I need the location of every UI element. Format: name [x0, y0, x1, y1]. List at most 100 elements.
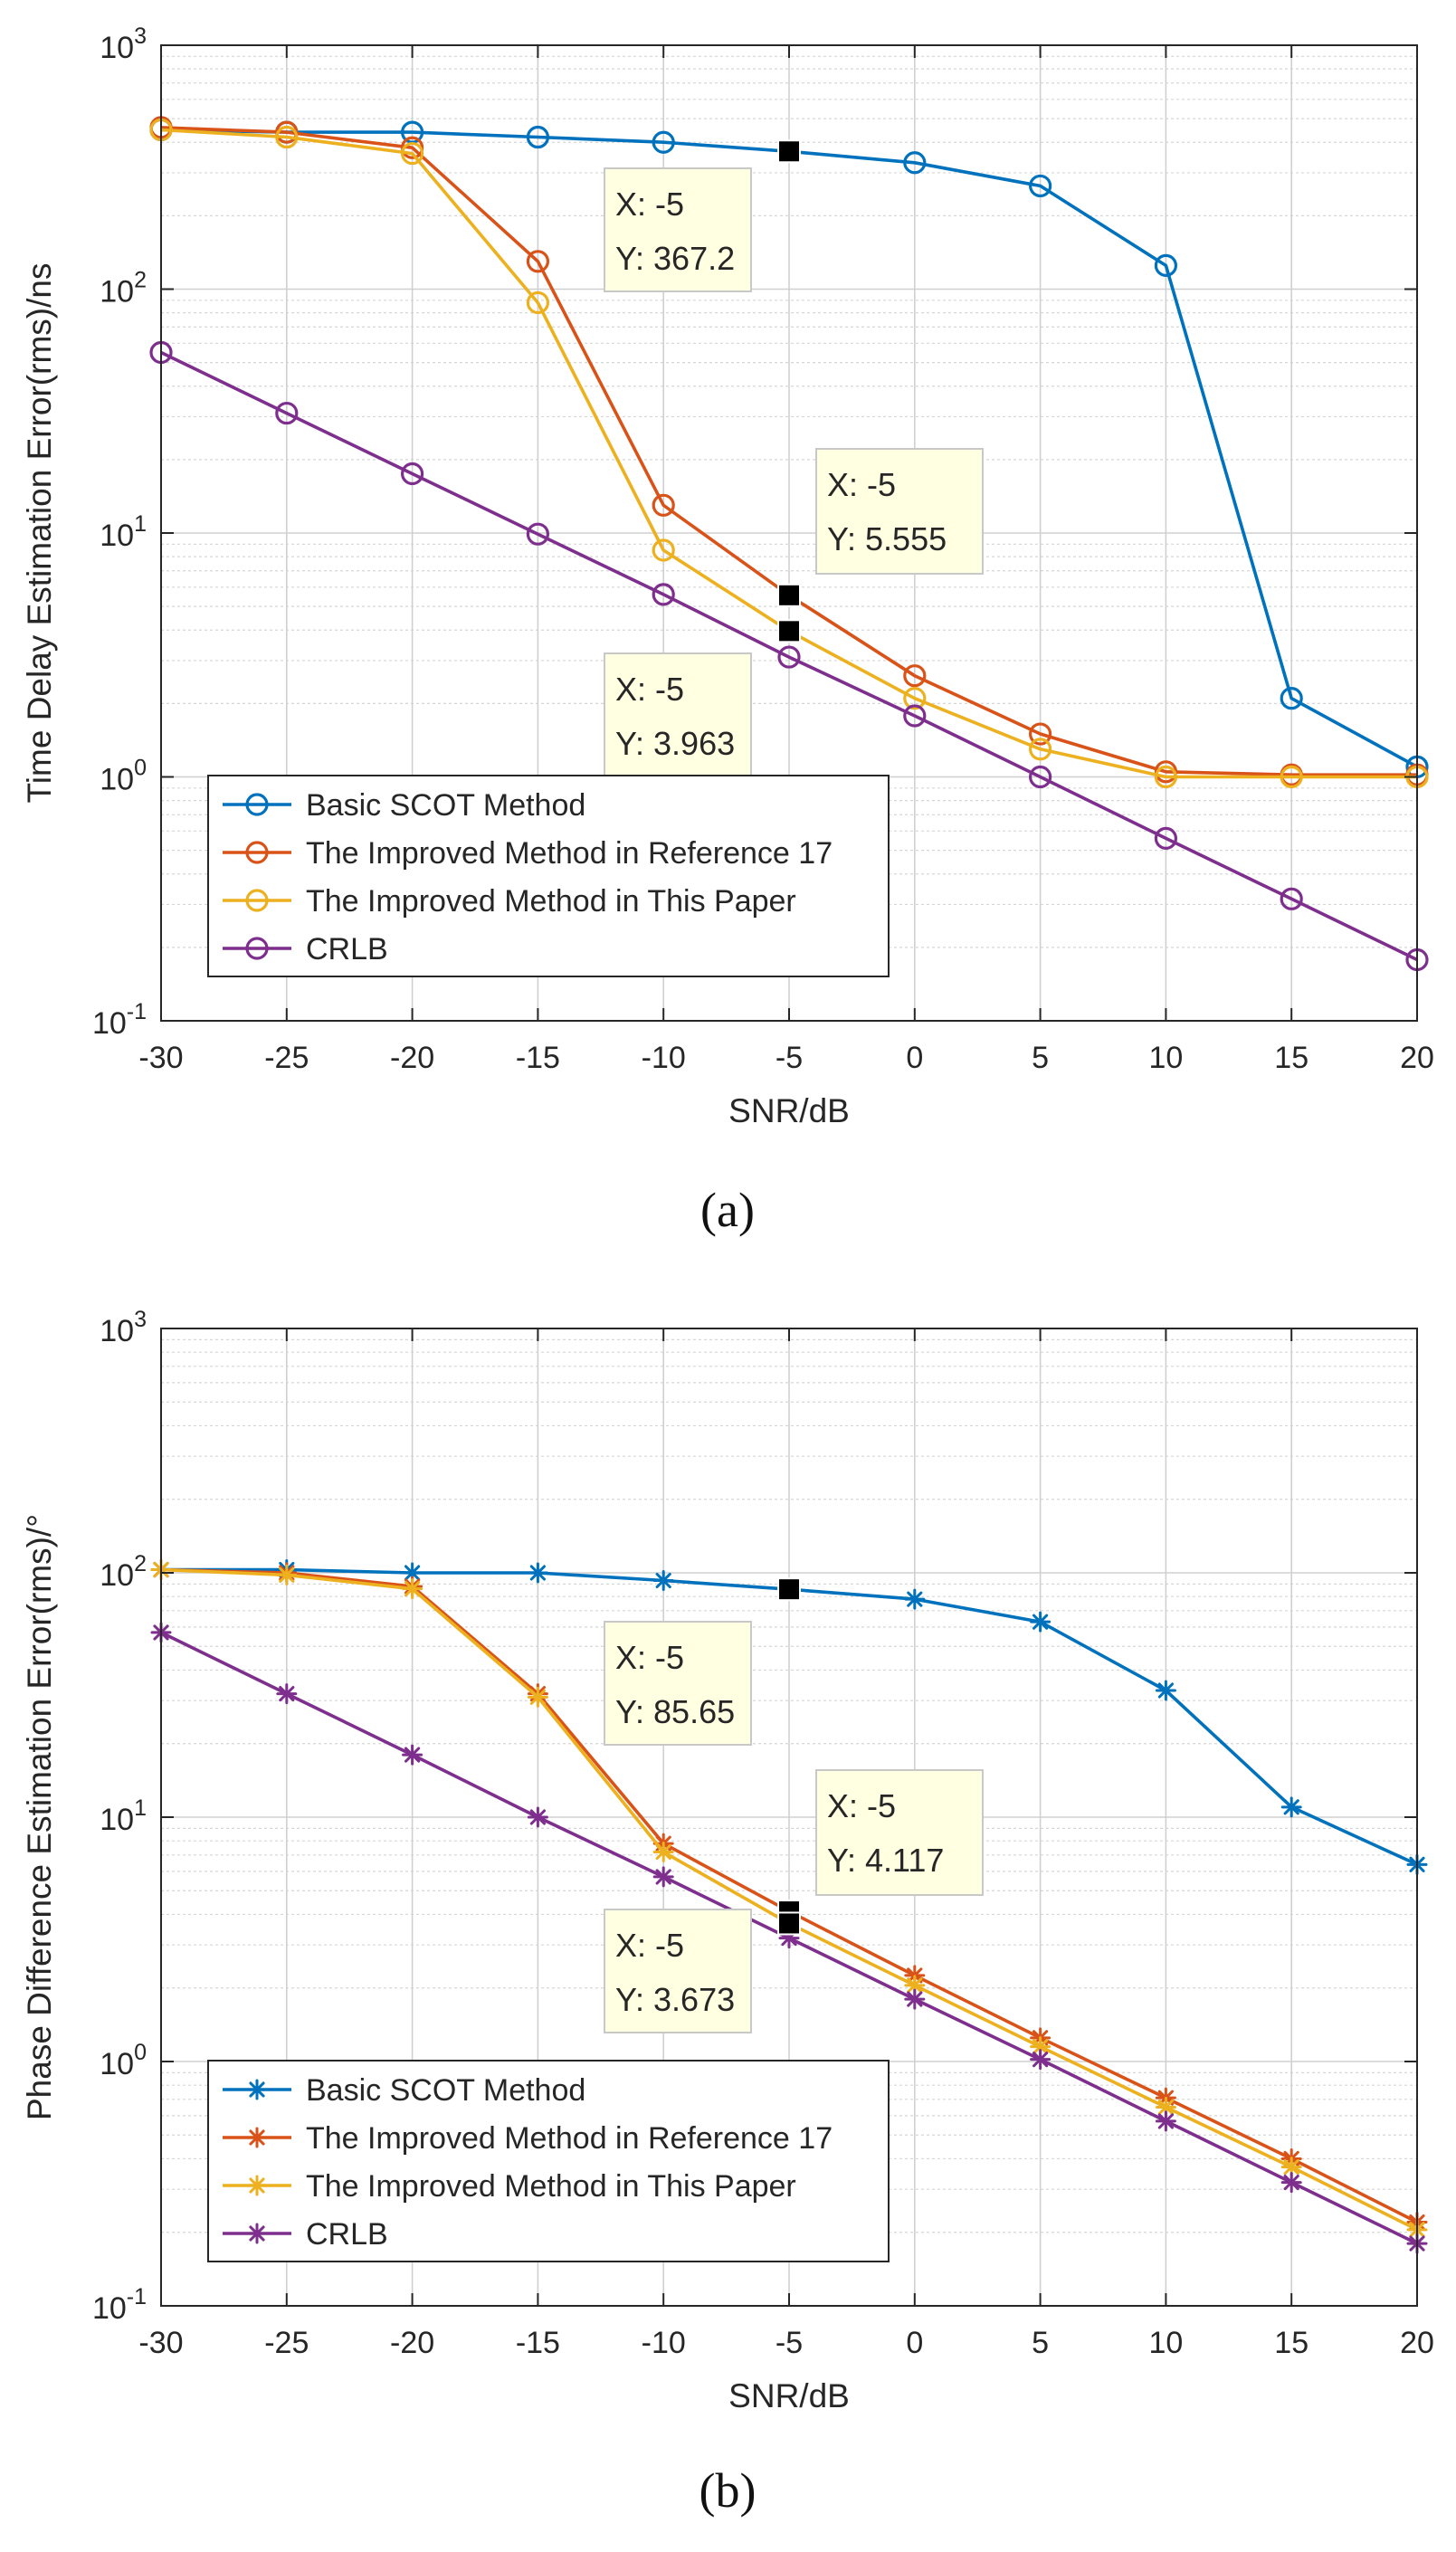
datatip-box: [604, 1621, 752, 1746]
data-point: [904, 1588, 926, 1610]
x-tick-label: -25: [264, 2326, 309, 2360]
marker-stroke: [1283, 2158, 1299, 2176]
legend-label: CRLB: [306, 2217, 388, 2252]
legend-marker: [246, 2175, 268, 2196]
legend-label: CRLB: [306, 932, 388, 967]
data-point: [526, 250, 550, 273]
legend-item: The Improved Method in Reference 17: [223, 2121, 833, 2156]
data-point: [652, 1570, 674, 1592]
legend-label: The Improved Method in This Paper: [306, 884, 796, 919]
data-point: [1028, 765, 1052, 789]
x-tick-label: 0: [906, 2326, 923, 2360]
legend-item: The Improved Method in Reference 17: [223, 836, 833, 871]
data-point: [1280, 887, 1303, 910]
data-point: [1030, 2049, 1052, 2071]
legend-item: Basic SCOT Method: [223, 2073, 585, 2108]
legend-item: Basic SCOT Method: [223, 788, 585, 823]
marker-stroke: [1283, 2175, 1299, 2191]
datatip-box: [604, 167, 752, 292]
data-point: [652, 1842, 674, 1863]
data-point: [527, 1806, 548, 1828]
panel-caption: (a): [700, 1183, 755, 1237]
y-tick-base: 10: [92, 2291, 127, 2326]
datatip-y-text: Y: 3.673: [615, 1981, 735, 2018]
data-point: [777, 645, 801, 669]
data-point: [1030, 1611, 1052, 1633]
data-point: [652, 583, 675, 606]
legend-label: The Improved Method in Reference 17: [306, 836, 833, 871]
x-axis-label: SNR/dB: [728, 2377, 850, 2414]
datatip-y-text: Y: 3.963: [615, 725, 735, 762]
legend-marker: [246, 2223, 268, 2244]
x-tick-label: -30: [138, 2326, 183, 2360]
marker-stroke: [279, 1566, 295, 1583]
data-point: [652, 538, 675, 562]
data-point: [276, 1683, 298, 1705]
datatip-marker: [777, 1911, 801, 1936]
legend-label: Basic SCOT Method: [306, 788, 585, 823]
data-point: [401, 141, 424, 166]
x-tick-label: -5: [776, 2326, 803, 2360]
datatip-x-text: X: -5: [615, 1639, 684, 1676]
tick-marks: [160, 44, 1418, 1022]
data-point: [903, 704, 927, 728]
data-point: [401, 462, 424, 486]
x-tick-label: 10: [1148, 2326, 1183, 2360]
y-tick-base: 10: [100, 519, 134, 553]
marker-stroke: [907, 1591, 923, 1607]
legend-marker: [246, 2079, 268, 2100]
marker-stroke: [655, 1572, 671, 1589]
y-tick-exponent: 1: [134, 511, 147, 537]
data-point: [1280, 1796, 1302, 1818]
data-point: [526, 125, 550, 149]
x-tick-label: -20: [390, 2326, 434, 2360]
marker-stroke: [655, 1869, 671, 1885]
marker-stroke: [655, 1843, 671, 1861]
datatip-y-text: Y: 5.555: [827, 520, 947, 557]
y-tick-exponent: 0: [134, 756, 147, 781]
data-point: [526, 522, 550, 546]
y-tick-exponent: 3: [134, 1307, 147, 1332]
legend-item: The Improved Method in This Paper: [223, 2169, 796, 2204]
datatip-box: [604, 1909, 752, 2033]
x-tick-label: -15: [516, 1041, 560, 1075]
datatip-y-text: Y: 85.65: [615, 1693, 735, 1730]
data-point: [527, 1562, 548, 1584]
marker-stroke: [1033, 2052, 1049, 2068]
marker-stroke: [907, 1991, 923, 2007]
marker-stroke: [249, 2081, 265, 2098]
x-tick-label: -20: [390, 1041, 434, 1075]
datatip-marker: [777, 139, 801, 164]
marker-stroke: [279, 1686, 295, 1702]
legend: Basic SCOT Method The Improved Method in …: [207, 2060, 890, 2262]
marker-stroke: [249, 2129, 265, 2146]
marker-stroke: [529, 1809, 546, 1825]
y-tick-exponent: -1: [127, 2284, 147, 2309]
marker-stroke: [404, 1581, 421, 1597]
legend-marker: [245, 889, 269, 912]
y-tick-base: 10: [100, 1803, 134, 1837]
data-point: [1028, 738, 1052, 761]
legend-item: CRLB: [223, 2217, 388, 2252]
x-axis-label: SNR/dB: [728, 1092, 850, 1129]
x-tick-label: -25: [264, 1041, 309, 1075]
data-point: [903, 687, 927, 710]
y-tick-exponent: 3: [134, 24, 147, 49]
datatip-y-text: Y: 367.2: [615, 240, 735, 277]
data-point: [1280, 2172, 1302, 2194]
data-point: [275, 401, 299, 425]
data-point: [1154, 253, 1178, 277]
data-point: [1280, 765, 1303, 789]
marker-stroke: [529, 1689, 546, 1705]
datatip-x-text: X: -5: [827, 466, 896, 503]
datatip: X: -5 Y: 3.673: [604, 1909, 801, 2033]
y-tick-label: 100: [100, 2040, 147, 2081]
data-point: [402, 1578, 423, 1600]
marker-stroke: [1157, 1682, 1174, 1699]
marker-stroke: [529, 1565, 546, 1581]
y-tick-exponent: 1: [134, 1795, 147, 1821]
datatip: X: -5 Y: 5.555: [777, 448, 984, 607]
legend-item: The Improved Method in This Paper: [223, 884, 796, 919]
datatip: X: -5 Y: 4.117: [777, 1769, 984, 1924]
